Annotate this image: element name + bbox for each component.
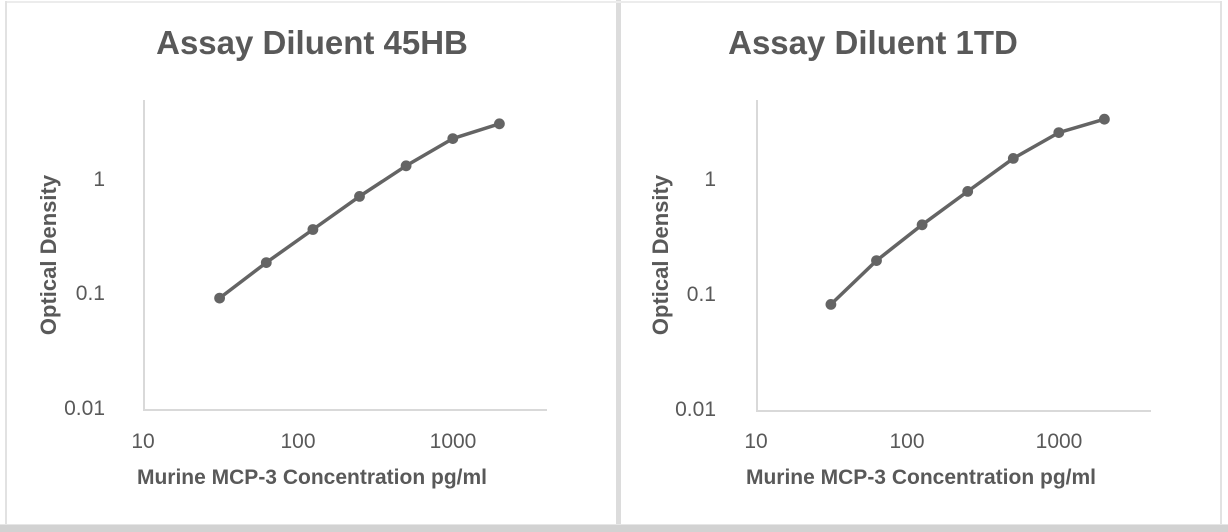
data-point-marker (307, 224, 319, 235)
data-point-marker (494, 118, 505, 130)
data-point-marker (871, 255, 882, 266)
data-point-marker (1007, 153, 1019, 164)
x-tick-label: 100 (889, 430, 925, 453)
y-tick-label: 0.01 (675, 398, 716, 421)
data-point-marker (916, 219, 928, 231)
chart-title: Assay Diluent 1TD (728, 24, 1018, 61)
x-axis-line (756, 410, 1151, 412)
x-tick-label: 1000 (429, 430, 477, 453)
frame-border-top (5, 1, 1222, 3)
frame-border-right (1220, 1, 1222, 525)
chart-title: Assay Diluent 45HB (156, 24, 468, 61)
series-line (217, 122, 502, 300)
data-point-marker (1053, 127, 1065, 138)
x-tick-label: 100 (280, 430, 316, 453)
data-point-marker (260, 257, 272, 268)
x-tick-label: 10 (131, 430, 155, 453)
y-tick-label: 0.1 (686, 283, 716, 306)
x-axis-title: Murine MCP-3 Concentration pg/ml (136, 466, 487, 489)
x-tick-label: 10 (744, 430, 768, 453)
chart-panel-45hb: Assay Diluent 45HB Optical Density 1 0.1… (8, 0, 616, 525)
series-line (829, 117, 1107, 307)
data-point-marker (214, 292, 225, 304)
x-axis-title: Murine MCP-3 Concentration pg/ml (745, 466, 1096, 489)
y-tick-label: 0.1 (75, 282, 105, 305)
panel-divider (616, 0, 621, 525)
x-axis-line (143, 409, 547, 411)
data-point-marker (1099, 113, 1110, 125)
y-axis-line (143, 100, 145, 411)
data-point-marker (400, 160, 412, 172)
chart-panel-1td: Assay Diluent 1TD Optical Density 1 0.1 … (622, 0, 1220, 525)
data-point-marker (447, 133, 459, 144)
standard-curve-plot (214, 118, 505, 304)
data-point-marker (962, 186, 974, 197)
frame-bottom-bar (0, 524, 1228, 532)
y-tick-label: 1 (704, 168, 716, 191)
y-axis-line (756, 100, 758, 412)
data-point-marker (825, 299, 837, 310)
data-point-marker (354, 191, 365, 202)
frame-border-left (5, 1, 7, 525)
y-tick-label: 1 (93, 168, 105, 191)
y-tick-label: 0.01 (64, 397, 105, 420)
standard-curve-plot (825, 113, 1110, 310)
x-tick-label: 1000 (1035, 430, 1083, 453)
